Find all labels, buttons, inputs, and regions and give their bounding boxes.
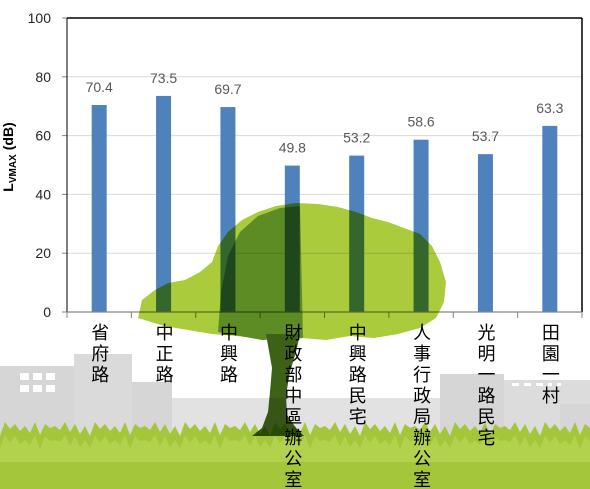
x-tick-label-6: 人事行政局辦公室: [411, 323, 432, 489]
bar-2: [156, 95, 172, 312]
y-axis-title-unit: (dB): [0, 122, 16, 150]
building-window: [524, 383, 531, 386]
y-tick-label: 100: [28, 10, 52, 26]
building-window: [46, 385, 55, 392]
x-tick-label-1: 省府路: [89, 323, 110, 386]
data-label-8: 63.3: [536, 100, 563, 116]
data-labels: 70.4 73.5 69.7 49.8 53.2 58.6 53.7 63.3: [86, 70, 564, 156]
building-window: [512, 383, 519, 386]
data-label-3: 69.7: [214, 81, 241, 97]
y-tick-label: 60: [35, 128, 51, 144]
building: [74, 354, 132, 440]
y-axis-title-main: L: [0, 183, 16, 192]
building-windows: [20, 373, 561, 392]
grass-highlight: [0, 435, 590, 462]
city-skyline-background: [0, 354, 590, 489]
data-label-1: 70.4: [86, 79, 113, 95]
building-window: [33, 373, 42, 380]
y-tick-label: 80: [35, 69, 51, 85]
y-tick-label: 40: [35, 186, 51, 202]
building-window: [557, 383, 561, 386]
bar-7: [477, 154, 493, 312]
building-window: [20, 373, 29, 380]
data-label-7: 53.7: [472, 128, 499, 144]
building-window: [33, 385, 42, 392]
y-axis-title-subscript: VMAX: [8, 154, 19, 183]
x-tick-label-8: 田園一村: [539, 323, 560, 407]
data-label-2: 73.5: [150, 70, 177, 86]
y-axis-title: LVMAX (dB): [0, 122, 19, 191]
x-tick-label-5: 中興路民宅: [346, 323, 367, 428]
bar-8: [542, 125, 558, 312]
x-tick-label-3: 中興路: [217, 323, 238, 386]
x-tick-label-2: 中正路: [153, 323, 174, 386]
data-label-5: 53.2: [343, 130, 370, 146]
x-tick-label-7: 光明一路民宅: [475, 323, 496, 449]
building-window: [46, 373, 55, 380]
tree-canopy-shade: [218, 206, 303, 340]
building-window: [548, 383, 552, 386]
building-window: [536, 383, 543, 386]
y-tick-label: 20: [35, 245, 51, 261]
building-window: [20, 385, 29, 392]
data-label-6: 58.6: [407, 114, 434, 130]
y-tick-label: 0: [43, 304, 51, 320]
bar-1: [91, 105, 107, 312]
data-label-4: 49.8: [279, 140, 306, 156]
x-tick-label-4: 財政部中區辦公室: [282, 323, 303, 489]
tree-trunk: [252, 334, 304, 436]
